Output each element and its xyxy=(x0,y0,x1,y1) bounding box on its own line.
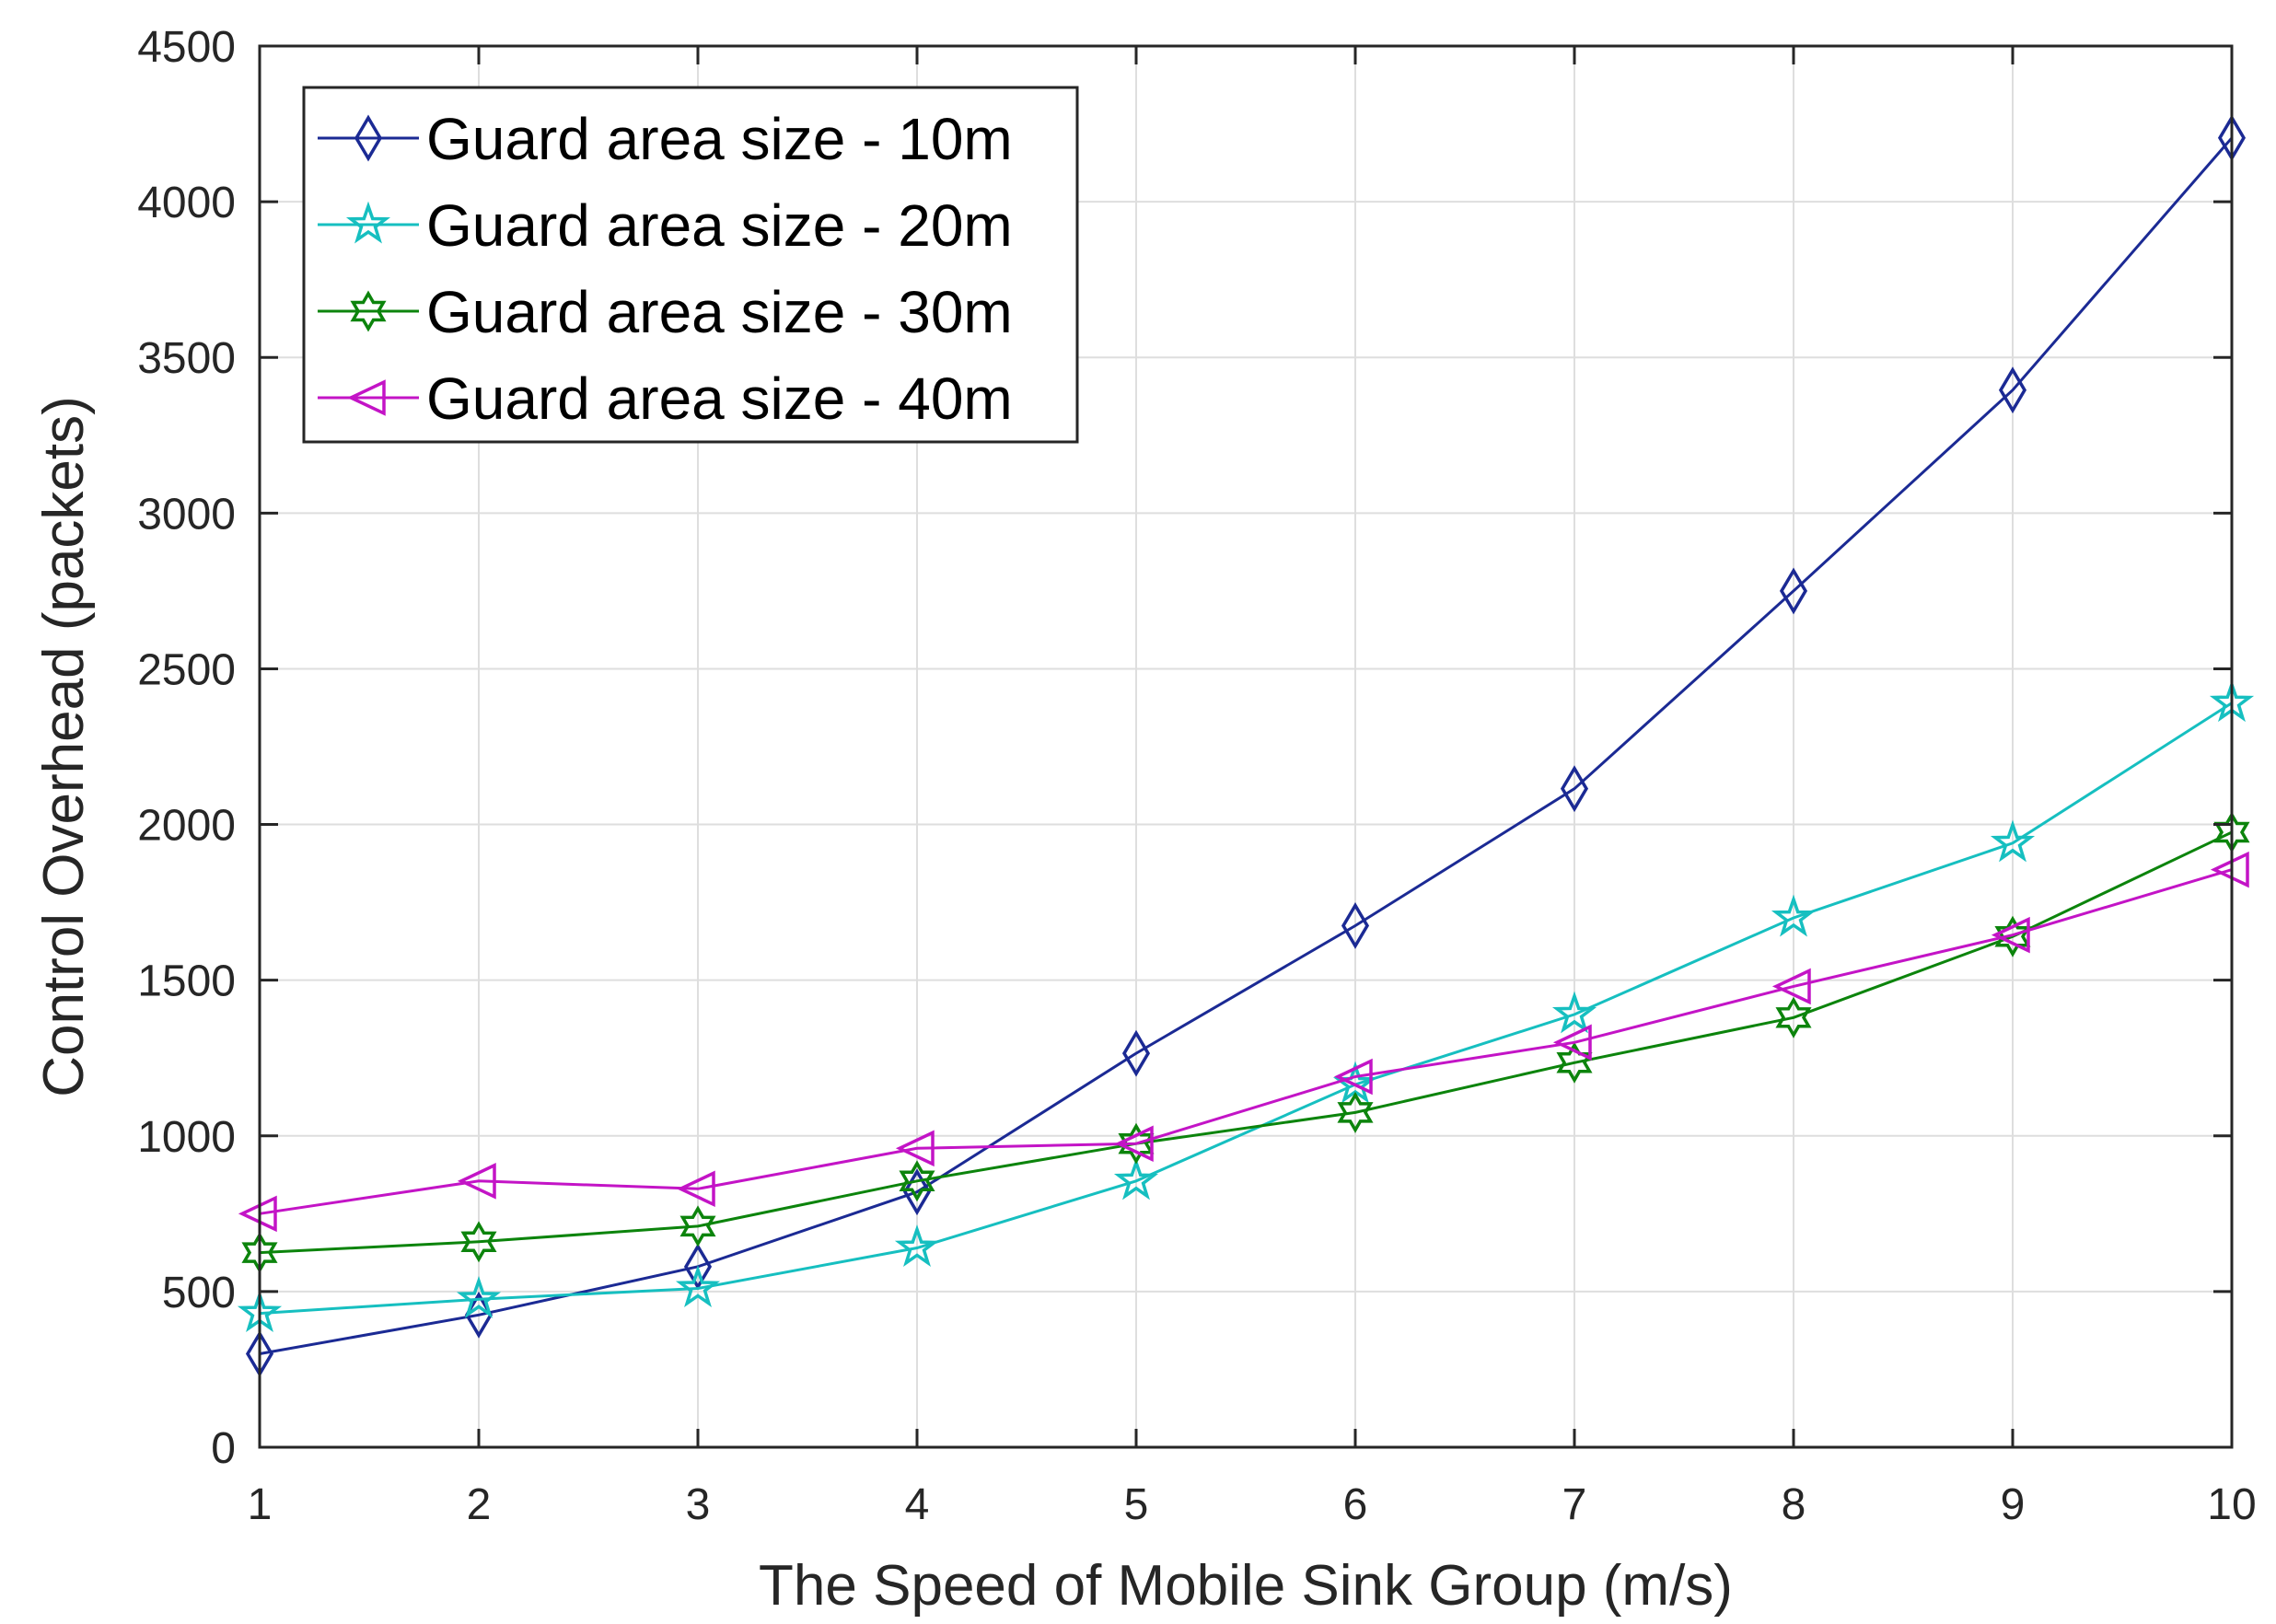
y-tick-label: 4500 xyxy=(137,23,236,72)
data-point xyxy=(1771,894,1817,937)
data-point xyxy=(460,1221,497,1263)
legend-box xyxy=(302,86,1079,444)
data-point xyxy=(1560,765,1589,813)
data-point xyxy=(457,1163,496,1200)
series-line xyxy=(259,702,2233,1316)
data-point xyxy=(1341,902,1370,949)
legend-label: Guard area size - 10m xyxy=(426,106,1013,172)
data-point xyxy=(895,1130,935,1167)
x-tick-label: 6 xyxy=(1343,1480,1368,1529)
legend-entry: Guard area size - 10m xyxy=(318,106,1013,172)
data-point xyxy=(894,1224,940,1268)
legend-marker xyxy=(345,201,391,244)
y-tick-label: 3500 xyxy=(137,334,236,383)
legend-entry: Guard area size - 30m xyxy=(318,279,1013,345)
legend-label: Guard area size - 30m xyxy=(426,279,1013,345)
data-point xyxy=(1771,968,1811,1005)
series-4 xyxy=(238,851,2249,1233)
x-tick-label: 2 xyxy=(467,1480,492,1529)
data-point xyxy=(1552,1024,1592,1061)
x-tick-label: 4 xyxy=(905,1480,930,1529)
series-line xyxy=(259,136,2234,1355)
y-tick-label: 1500 xyxy=(137,957,236,1006)
legend-marker xyxy=(354,114,383,162)
legend: Guard area size - 10m Guard area size - 2… xyxy=(302,86,1079,444)
legend-marker xyxy=(346,379,386,416)
x-tick-label: 9 xyxy=(2001,1480,2026,1529)
x-tick-label: 7 xyxy=(1562,1480,1587,1529)
data-point xyxy=(1114,1125,1154,1162)
y-tick-label: 3000 xyxy=(137,490,236,539)
x-tick-label: 5 xyxy=(1124,1480,1149,1529)
axis-ticks xyxy=(258,44,2234,1449)
data-point xyxy=(1998,366,2027,414)
y-axis-title: Control Overhead (packets) xyxy=(32,396,96,1097)
data-point xyxy=(456,1275,502,1318)
data-point xyxy=(899,1160,935,1202)
data-point xyxy=(1337,1091,1374,1133)
data-point xyxy=(683,1243,713,1291)
y-tick-label: 2000 xyxy=(137,802,236,851)
y-tick-labels: 0 500 1000 1500 2000 2500 3000 3500 4000 4500 xyxy=(137,23,236,1473)
data-point xyxy=(1333,1058,1373,1096)
data-point xyxy=(1990,819,2036,863)
x-tick-label: 1 xyxy=(248,1480,273,1529)
data-point xyxy=(1779,567,1808,615)
series-line xyxy=(259,830,2233,1255)
x-tick-labels: 1 2 3 4 5 6 7 8 9 10 xyxy=(248,1480,2257,1529)
plot-frame xyxy=(258,44,2234,1449)
y-tick-label: 4000 xyxy=(137,179,236,227)
legend-marker xyxy=(350,290,387,332)
data-point xyxy=(1121,1029,1151,1077)
x-axis-title: The Speed of Mobile Sink Group (m/s) xyxy=(759,1554,1733,1618)
data-point xyxy=(679,1205,716,1247)
legend-entry: Guard area size - 40m xyxy=(318,365,1013,432)
data-point xyxy=(675,1265,721,1308)
x-tick-label: 10 xyxy=(2207,1480,2256,1529)
y-tick-label: 1000 xyxy=(137,1113,236,1162)
data-point xyxy=(902,1168,932,1216)
data-point xyxy=(1551,991,1597,1034)
legend-entry: Guard area size - 20m xyxy=(318,192,1013,259)
y-tick-label: 0 xyxy=(211,1424,236,1473)
legend-label: Guard area size - 40m xyxy=(426,365,1013,432)
y-tick-label: 2500 xyxy=(137,645,236,694)
series-lines xyxy=(237,114,2255,1377)
series-line xyxy=(259,868,2233,1215)
x-tick-label: 8 xyxy=(1782,1480,1806,1529)
legend-label: Guard area size - 20m xyxy=(426,192,1013,259)
y-tick-label: 500 xyxy=(162,1269,236,1317)
x-tick-label: 3 xyxy=(686,1480,711,1529)
data-point xyxy=(1991,916,2030,954)
data-point xyxy=(1775,996,1812,1038)
data-point xyxy=(1113,1157,1159,1201)
data-point xyxy=(676,1170,715,1208)
